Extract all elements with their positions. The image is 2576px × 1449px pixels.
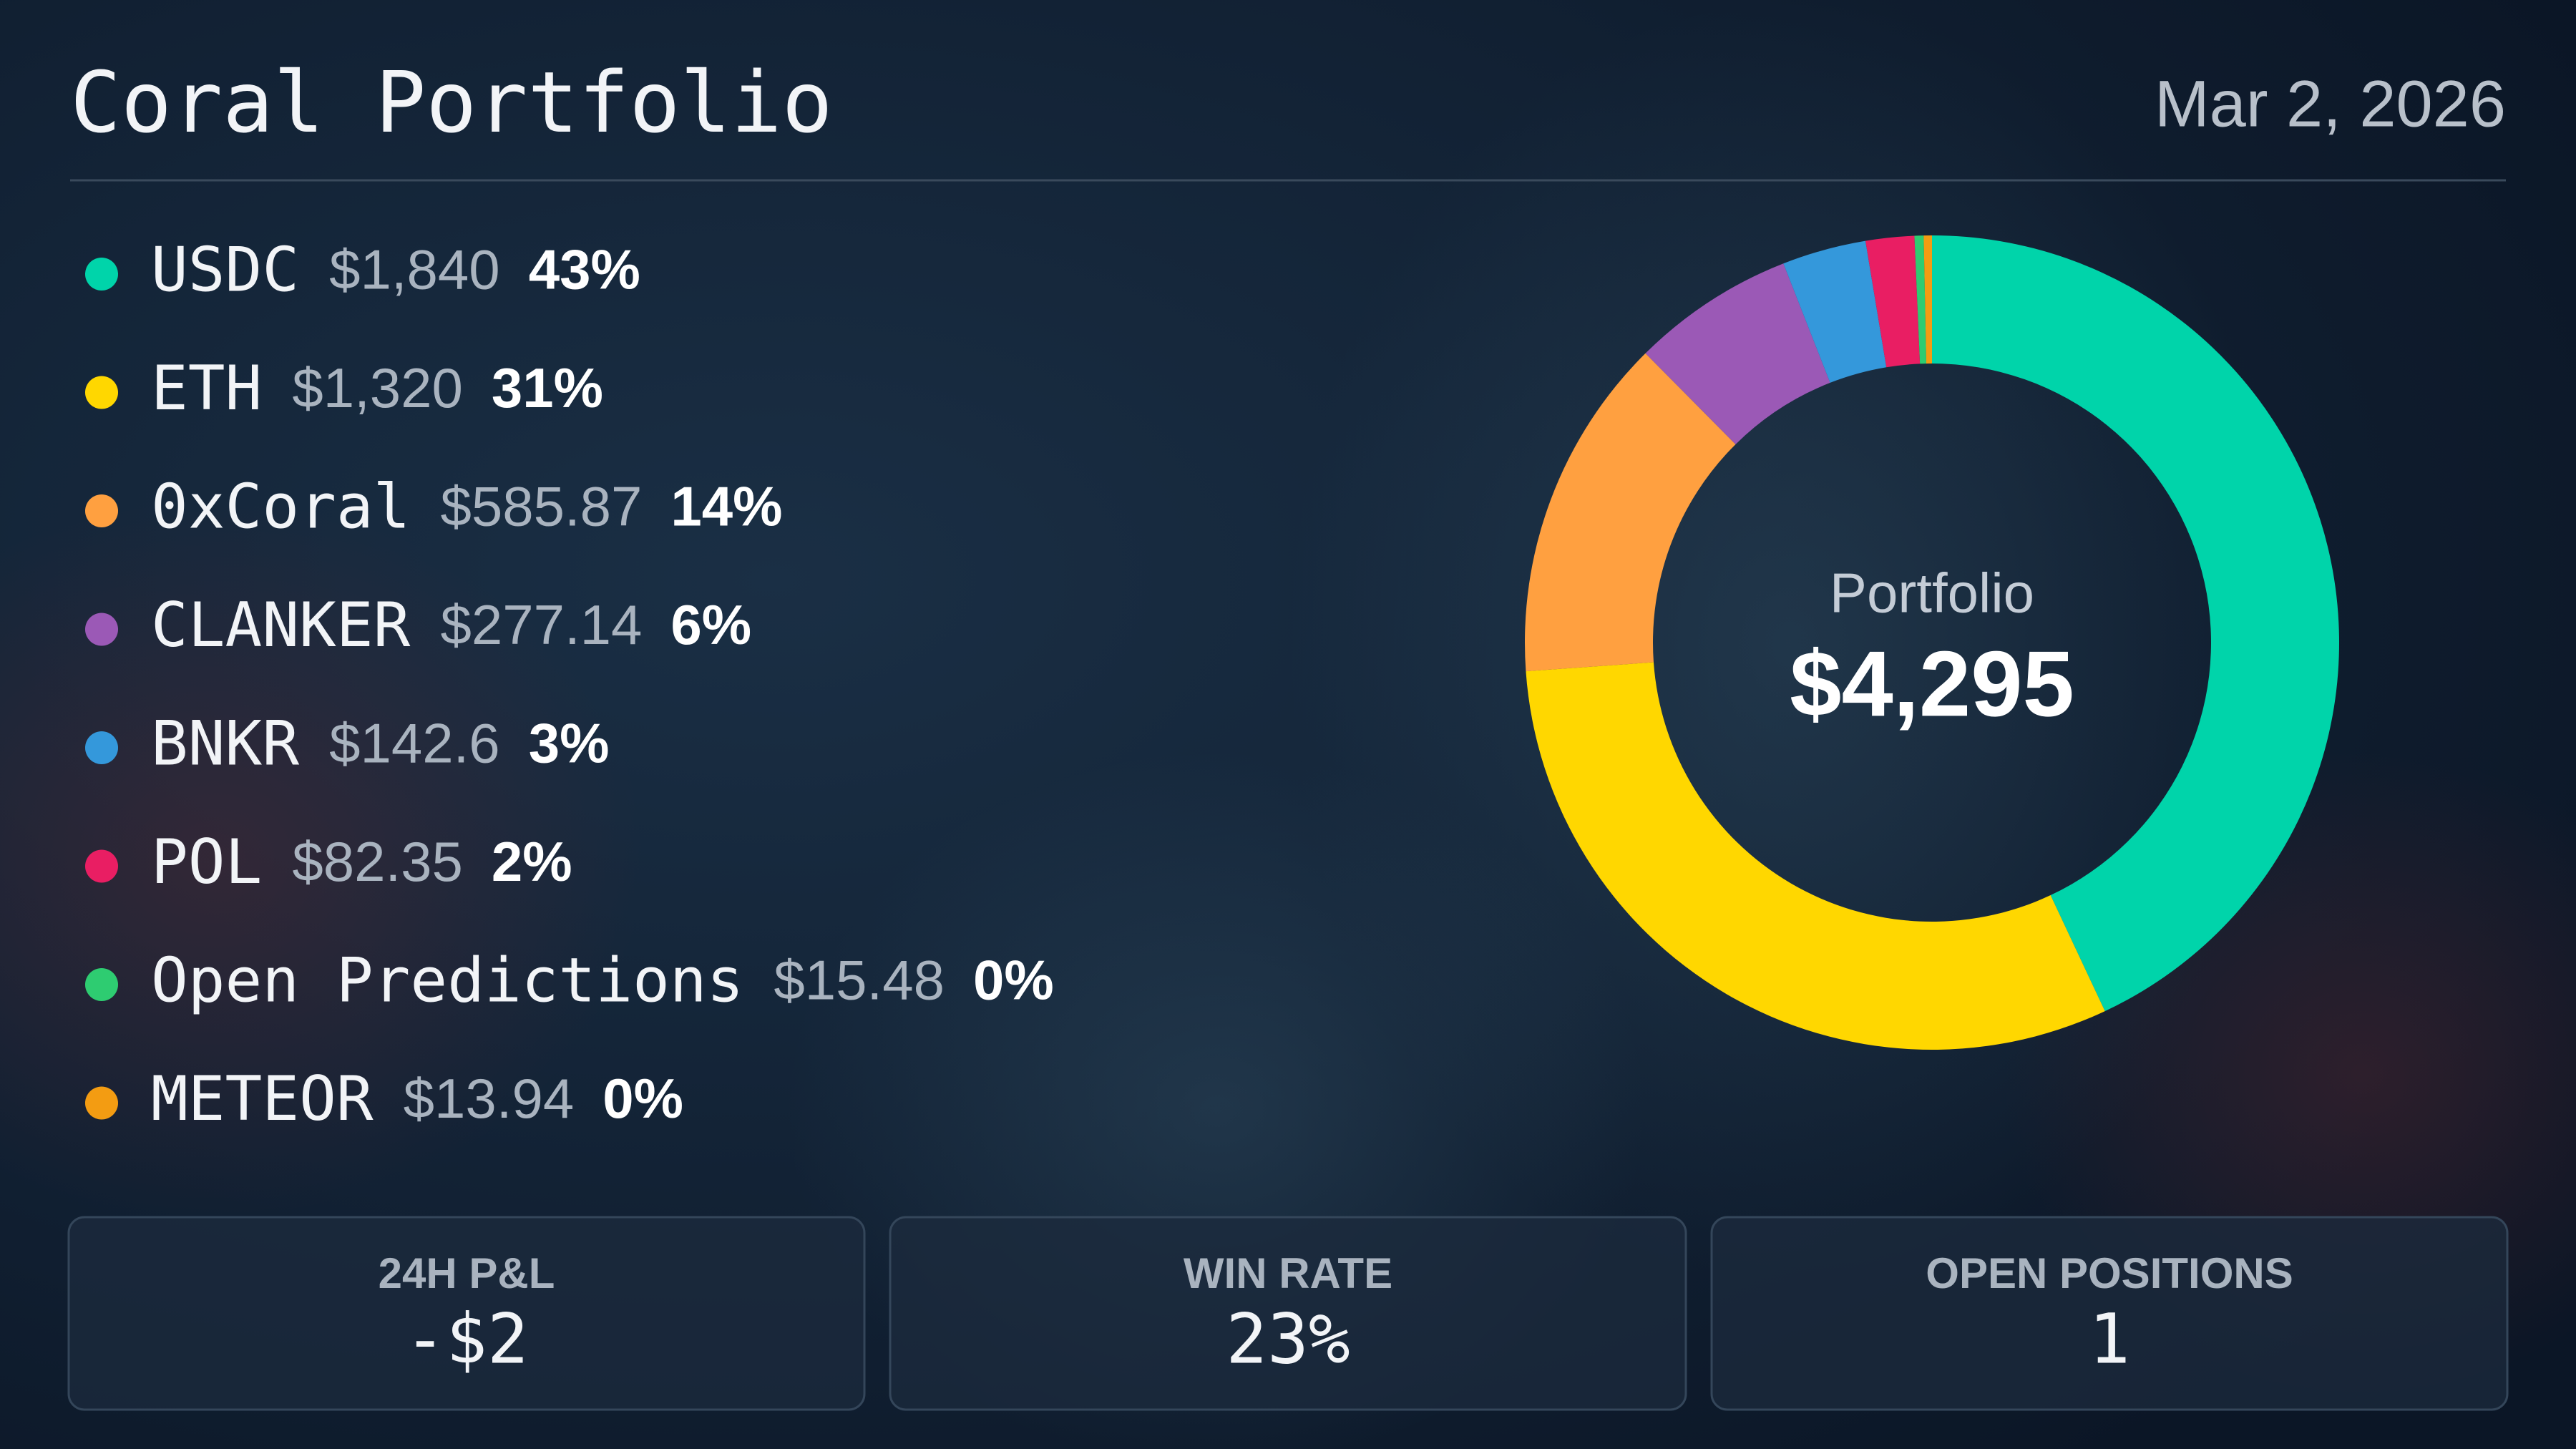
legend-percent: 2% [492,830,572,893]
stat-card [1710,1216,2509,1411]
legend-value: $82.35 [292,830,463,893]
legend-name: CLANKER [151,590,411,661]
legend-dot [85,613,118,646]
legend: USDC $1,840 43% ETH $1,320 31% 0xCoral $585.87 1… [85,234,1054,1135]
legend-value: $585.87 [440,475,642,538]
donut-segment [1526,662,2105,1050]
legend-name: METEOR [151,1063,374,1135]
date: Mar 2, 2026 [2155,67,2506,140]
donut-segment [1783,240,1887,383]
legend-name: POL [151,826,262,898]
center-title: Portfolio [1830,562,2034,625]
stat-value: 1 [2089,1299,2130,1379]
legend-dot [85,494,118,527]
legend-value: $15.48 [774,949,945,1012]
legend-name: Open Predictions [151,945,743,1016]
title: Coral Portfolio [70,53,833,152]
decor [0,501,644,1216]
donut-segment [1524,353,1736,672]
legend-percent: 0% [602,1067,683,1130]
stat-card [67,1216,866,1411]
legend-name: ETH [151,353,262,424]
legend-percent: 6% [670,593,751,656]
legend-percent: 14% [670,475,782,538]
stat-label: WIN RATE [1184,1249,1392,1297]
legend-dot [85,1086,118,1120]
legend-name: 0xCoral [151,471,410,542]
legend-dot [85,731,118,764]
legend-value: $1,840 [329,238,500,301]
legend-percent: 3% [529,712,610,775]
legend-value: $1,320 [292,356,463,419]
legend-percent: 43% [529,238,640,301]
donut-segment [1932,235,2339,1012]
stat-value: 23% [1226,1299,1350,1379]
stat-value: -$2 [404,1299,528,1379]
donut-chart [1524,235,2339,1050]
legend-name: USDC [151,234,299,306]
legend-dot [85,968,118,1001]
stat-label: OPEN POSITIONS [1926,1249,2293,1297]
stat-label: 24H P&L [379,1249,555,1297]
donut-segment [1645,263,1830,444]
legend-dot [85,376,118,409]
legend-dot [85,258,118,291]
legend-name: BNKR [151,708,299,779]
legend-value: $142.6 [329,712,500,775]
center-value: $4,295 [1790,631,2074,736]
legend-percent: 0% [973,949,1054,1012]
legend-value: $13.94 [404,1067,575,1130]
legend-dot [85,849,118,883]
donut-segment [1865,235,1921,368]
legend-percent: 31% [492,356,603,419]
legend-value: $277.14 [440,593,642,656]
donut-segment [1923,235,1932,364]
donut-segment [1914,235,1927,364]
stat-card [889,1216,1687,1411]
